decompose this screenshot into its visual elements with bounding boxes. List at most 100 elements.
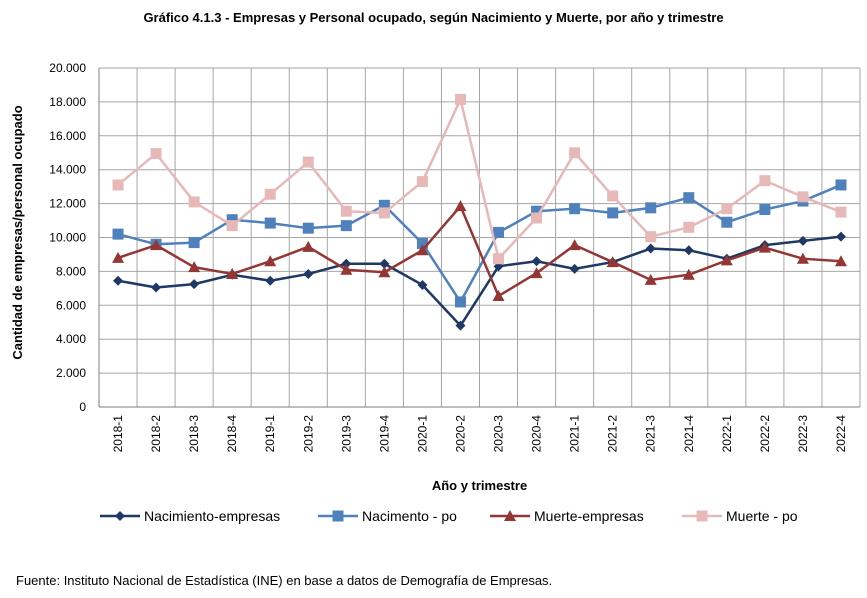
y-tick-label: 0 <box>79 400 86 414</box>
legend-item: Nacimiento-empresas <box>100 508 280 524</box>
data-point <box>759 204 771 216</box>
y-axis-title: Cantidad de empresas/personal ocupado <box>10 105 25 359</box>
x-tick-label: 2019-4 <box>377 415 391 453</box>
data-point <box>645 243 656 254</box>
data-point <box>455 320 466 331</box>
legend-marker <box>504 510 516 521</box>
x-tick-label: 2022-1 <box>720 415 734 453</box>
legend-marker <box>115 511 125 521</box>
data-point <box>151 282 162 293</box>
line-chart: 0 2.000 4.000 6.000 8.000 10.000 12.000 14.000 1… <box>10 61 861 524</box>
data-point <box>796 252 809 264</box>
data-point <box>454 296 466 308</box>
data-point <box>683 192 695 204</box>
x-tick-label: 2019-3 <box>339 415 353 453</box>
data-point <box>721 203 733 215</box>
data-point <box>530 267 543 279</box>
data-point <box>454 93 466 105</box>
y-tick-label: 6.000 <box>56 298 86 312</box>
data-point <box>797 235 808 246</box>
legend-item: Muerte-empresas <box>490 508 644 524</box>
x-tick-label: 2022-2 <box>758 415 772 453</box>
legend-label: Muerte-empresas <box>534 508 644 524</box>
y-tick-label: 12.000 <box>49 197 86 211</box>
series-line <box>117 204 842 298</box>
data-point <box>302 240 315 252</box>
legend-marker <box>332 510 344 522</box>
data-point <box>645 231 657 243</box>
legend-label: Muerte - po <box>726 508 798 524</box>
data-point <box>607 190 619 202</box>
data-point <box>379 258 390 269</box>
data-point <box>378 207 390 219</box>
data-point <box>492 289 505 301</box>
x-tick-label: 2018-2 <box>149 415 163 453</box>
data-point <box>188 237 200 249</box>
data-point <box>112 228 124 240</box>
data-point <box>416 244 429 256</box>
x-tick-label: 2018-1 <box>111 415 125 453</box>
y-tick-label: 2.000 <box>56 366 86 380</box>
data-point <box>150 239 163 251</box>
source-note: Fuente: Instituto Nacional de Estadístic… <box>16 573 553 588</box>
x-tick-label: 2020-2 <box>453 415 467 453</box>
data-point <box>493 253 505 265</box>
data-point <box>569 263 580 274</box>
data-point <box>720 254 733 266</box>
series-line <box>117 235 842 327</box>
data-point <box>493 226 505 238</box>
data-point <box>265 275 276 286</box>
x-tick-label: 2021-4 <box>682 415 696 453</box>
data-point <box>835 231 846 242</box>
data-point <box>721 216 733 228</box>
legend-item: Muerte - po <box>682 508 798 524</box>
data-point <box>759 175 771 187</box>
data-point <box>378 266 391 278</box>
data-point <box>416 176 428 188</box>
x-tick-label: 2018-3 <box>187 415 201 453</box>
chart-title: Gráfico 4.1.3 - Empresas y Personal ocup… <box>143 10 724 25</box>
legend-label: Nacimento - po <box>362 508 457 524</box>
series-3 <box>112 200 847 301</box>
data-point <box>189 279 200 290</box>
data-point <box>264 188 276 200</box>
y-tick-label: 8.000 <box>56 264 86 278</box>
y-tick-label: 10.000 <box>49 231 86 245</box>
data-point <box>340 205 352 217</box>
x-tick-label: 2020-4 <box>530 415 544 453</box>
plot-area: 0 2.000 4.000 6.000 8.000 10.000 12.000 14.000 1… <box>10 61 861 524</box>
data-point <box>264 217 276 229</box>
data-point <box>417 279 428 290</box>
data-point <box>797 191 809 203</box>
data-point <box>645 202 657 214</box>
y-tick-label: 18.000 <box>49 95 86 109</box>
data-point <box>569 147 581 159</box>
data-point <box>302 156 314 168</box>
data-point <box>683 245 694 256</box>
data-point <box>834 255 847 267</box>
data-point <box>683 221 695 233</box>
y-tick-label: 14.000 <box>49 163 86 177</box>
x-tick-label: 2019-2 <box>301 415 315 453</box>
y-tick-label: 16.000 <box>49 129 86 143</box>
data-point <box>302 222 314 234</box>
data-point <box>607 207 619 219</box>
legend-marker <box>696 510 708 522</box>
x-axis-title: Año y trimestre <box>432 478 527 493</box>
x-tick-label: 2021-3 <box>644 415 658 453</box>
data-point <box>340 220 352 232</box>
data-point <box>188 261 201 273</box>
data-point <box>226 214 238 226</box>
data-point <box>113 275 124 286</box>
data-point <box>264 255 277 267</box>
x-tick-label: 2019-1 <box>263 415 277 453</box>
data-point <box>226 267 239 279</box>
data-point <box>416 237 428 249</box>
data-point <box>112 179 124 191</box>
data-point <box>835 179 847 191</box>
data-point <box>758 241 771 253</box>
x-tick-label: 2021-1 <box>568 415 582 453</box>
x-tick-label: 2022-4 <box>834 415 848 453</box>
data-point <box>112 251 125 263</box>
x-tick-label: 2020-3 <box>492 415 506 453</box>
